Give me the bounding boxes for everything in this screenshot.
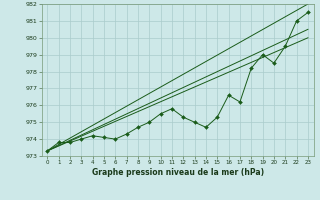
X-axis label: Graphe pression niveau de la mer (hPa): Graphe pression niveau de la mer (hPa) — [92, 168, 264, 177]
